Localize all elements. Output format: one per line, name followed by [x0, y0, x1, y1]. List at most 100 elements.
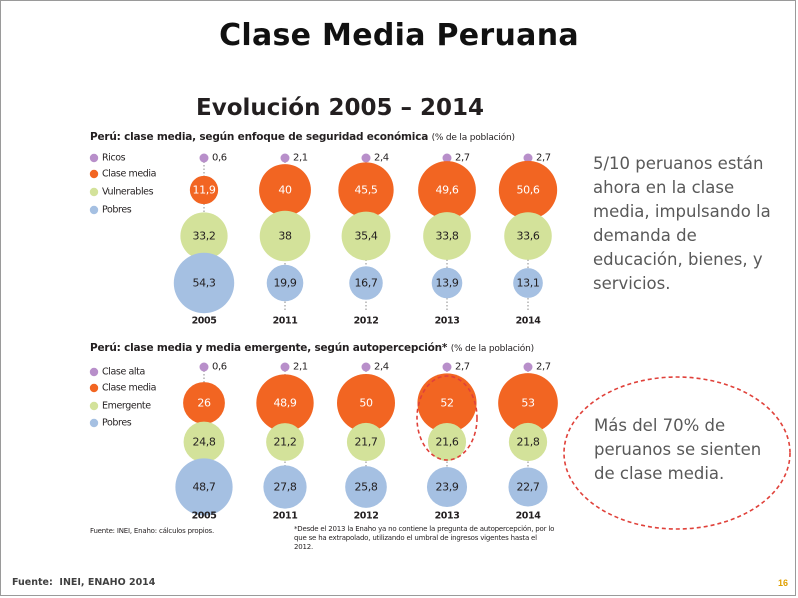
bubble-label-0-2-2: 35,4	[355, 230, 378, 243]
chart1-subtitle: Perú: clase media, según enfoque de segu…	[90, 131, 515, 143]
legend-label-0-2: Vulnerables	[102, 187, 154, 198]
bubble-1-1-4	[498, 373, 558, 433]
legend-marker-0-3	[89, 205, 99, 215]
bubble-1-2-4	[508, 422, 548, 462]
year-label-0-0: 2005	[192, 316, 217, 327]
bubble-1-3-4	[508, 467, 548, 507]
bubble-0-3-1	[266, 264, 304, 302]
bubble-label-1-0-3: 2,7	[455, 362, 470, 373]
bubble-0-3-3	[431, 267, 463, 299]
bubble-0-2-1	[259, 210, 311, 262]
chart-title: Evolución 2005 – 2014	[196, 95, 485, 121]
bubble-label-0-0-0: 0,6	[212, 153, 227, 164]
year-label-0-2: 2012	[354, 316, 379, 327]
bubble-label-1-0-4: 2,7	[536, 362, 551, 373]
bubble-label-1-2-0: 24,8	[193, 436, 216, 449]
bubble-1-2-1	[266, 423, 304, 461]
year-label-0-1: 2011	[273, 316, 298, 327]
bubble-1-1-3	[417, 373, 477, 433]
slide-title: Clase Media Peruana	[219, 18, 579, 53]
bubble-0-2-2	[341, 211, 391, 261]
bubble-0-1-1	[259, 164, 311, 216]
bubble-label-0-2-1: 38	[278, 230, 292, 243]
bubble-1-3-0	[175, 458, 233, 516]
bubble-1-1-0	[183, 382, 225, 424]
bubble-1-0-3	[442, 362, 452, 372]
bubble-0-3-0	[173, 252, 235, 314]
slide-source: Fuente: INEI, ENAHO 2014	[12, 577, 155, 588]
legend-label-1-3: Pobres	[102, 418, 132, 429]
bubble-label-0-3-0: 54,3	[193, 277, 216, 290]
legend-label-0-0: Ricos	[102, 153, 126, 164]
bubble-0-0-1	[280, 153, 290, 163]
year-label-1-2: 2012	[354, 511, 379, 522]
bubble-label-0-1-0: 11,9	[193, 184, 216, 197]
year-label-0-4: 2014	[516, 316, 542, 327]
bubble-1-0-0	[199, 362, 209, 372]
bubble-0-0-0	[199, 153, 209, 163]
bubble-label-0-3-2: 16,7	[355, 277, 378, 290]
legend-marker-1-1	[89, 383, 99, 393]
bubble-1-0-2	[361, 362, 371, 372]
page-number: 16	[777, 578, 788, 588]
bubble-label-0-2-0: 33,2	[193, 230, 216, 243]
bubble-0-1-3	[418, 161, 476, 219]
bubble-label-1-3-1: 27,8	[274, 481, 297, 494]
bubble-1-3-3	[426, 466, 468, 508]
bubble-label-1-0-0: 0,6	[212, 362, 227, 373]
bubble-label-1-1-4: 53	[521, 397, 535, 410]
bubble-label-0-0-2: 2,4	[374, 153, 389, 164]
bubble-1-2-2	[346, 422, 386, 462]
bubble-label-0-0-1: 2,1	[293, 153, 308, 164]
legend-label-1-2: Emergente	[102, 401, 151, 412]
bubble-label-0-1-2: 45,5	[355, 184, 378, 197]
bubble-0-1-0	[189, 175, 219, 205]
slide-source-value: INEI, ENAHO 2014	[59, 577, 156, 588]
bubble-1-2-0	[183, 421, 225, 463]
callout-circle	[563, 376, 791, 530]
bubble-0-2-0	[180, 212, 228, 260]
bubble-0-3-4	[513, 268, 543, 298]
chart-footnote: *Desde el 2013 la Enaho ya no contiene l…	[294, 525, 555, 551]
bubble-label-1-2-2: 21,7	[355, 436, 378, 449]
bubble-0-0-3	[442, 153, 452, 163]
bubble-label-0-1-4: 50,6	[517, 184, 540, 197]
year-label-1-0: 2005	[192, 511, 217, 522]
bubble-label-0-1-1: 40	[278, 184, 292, 197]
legend-marker-1-0	[89, 367, 99, 377]
year-label-1-1: 2011	[273, 511, 298, 522]
legend-marker-0-1	[89, 169, 99, 179]
bubble-1-3-2	[345, 466, 387, 508]
year-label-1-4: 2014	[516, 511, 542, 522]
side-text: 5/10 peruanos están ahora en la clase me…	[593, 154, 771, 293]
bubble-label-1-3-4: 22,7	[517, 481, 540, 494]
year-label-1-3: 2013	[435, 511, 460, 522]
bubble-label-1-2-1: 21,2	[274, 436, 297, 449]
bubble-0-0-2	[361, 153, 371, 163]
bubble-label-1-1-2: 50	[359, 397, 373, 410]
legend-label-1-1: Clase media	[102, 383, 156, 394]
legend-label-0-1: Clase media	[102, 169, 156, 180]
bubble-1-2-3	[427, 422, 467, 462]
chart-source: Fuente: INEI, Enaho: cálculos propios.	[90, 527, 215, 535]
bubble-1-1-2	[337, 374, 395, 432]
bubble-label-1-3-2: 25,8	[355, 481, 378, 494]
legend-marker-1-3	[89, 418, 99, 428]
chart2-subtitle-note: (% de la población)	[450, 344, 534, 354]
bubble-label-0-3-1: 19,9	[274, 277, 297, 290]
bubble-label-1-3-0: 48,7	[193, 481, 216, 494]
bubble-0-3-2	[349, 266, 383, 300]
bubble-label-1-1-3: 52	[440, 397, 453, 410]
bubble-label-0-0-3: 2,7	[455, 153, 470, 164]
bubble-label-1-1-0: 26	[197, 397, 211, 410]
bubble-label-0-3-4: 13,1	[517, 277, 540, 290]
bubble-label-1-2-4: 21,8	[517, 436, 540, 449]
legend-marker-0-2	[89, 187, 99, 197]
legend-label-1-0: Clase alta	[102, 367, 145, 378]
bubble-1-0-1	[280, 362, 290, 372]
chart2-subtitle: Perú: clase media y media emergente, seg…	[90, 342, 534, 354]
bubble-label-0-2-4: 33,6	[517, 230, 540, 243]
bubble-1-1-1	[256, 374, 314, 432]
